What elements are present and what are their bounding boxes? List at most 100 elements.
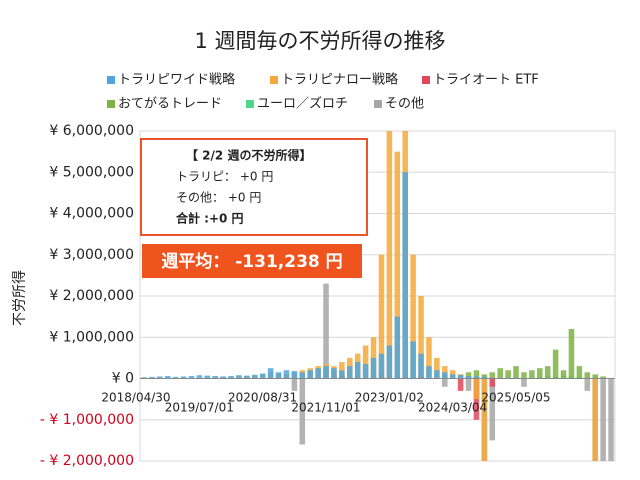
bar — [259, 373, 266, 379]
y-tick-label: ¥ 2,000,000 — [49, 288, 134, 304]
bar — [378, 254, 385, 379]
legend-swatch — [270, 76, 278, 84]
bar — [299, 378, 306, 445]
bar — [410, 254, 416, 379]
bar — [386, 345, 393, 379]
bar — [584, 372, 591, 379]
bar — [331, 368, 337, 379]
bar — [244, 375, 250, 379]
legend-swatch — [107, 100, 115, 108]
legend-swatch — [107, 76, 115, 84]
x-tick-label: 2018/04/30 — [101, 391, 170, 405]
y-tick-label: ¥ 3,000,000 — [49, 247, 134, 263]
bar — [489, 372, 496, 379]
x-tick-label: 2023/01/02 — [355, 391, 424, 405]
bar — [402, 172, 408, 379]
bar — [442, 378, 448, 387]
bar — [172, 376, 179, 379]
bar — [347, 366, 353, 379]
bar — [291, 378, 298, 391]
legend-label: トラリピナロー戦略 — [281, 72, 398, 88]
bar — [283, 370, 290, 379]
info-box-frame — [140, 138, 368, 236]
legend-label: おてがるトレード — [118, 97, 222, 112]
info-line: トラリピ： +0 円 — [176, 170, 273, 184]
info-total: 合計 :+0 円 — [176, 211, 244, 226]
bar — [449, 374, 456, 379]
bar — [212, 376, 218, 379]
bar — [552, 349, 559, 379]
bar — [362, 345, 369, 379]
bar — [180, 376, 187, 379]
bar — [481, 378, 488, 461]
bar — [426, 366, 432, 379]
bar — [442, 372, 448, 379]
x-tick-label: 2025/05/05 — [481, 391, 550, 405]
bar — [473, 376, 480, 379]
bar — [560, 370, 567, 379]
x-tick-label: 2019/07/01 — [165, 401, 234, 415]
bar — [394, 316, 401, 379]
bar — [370, 357, 377, 379]
bar — [307, 370, 313, 379]
bar — [465, 376, 472, 379]
average-box — [142, 244, 362, 278]
bar — [188, 376, 195, 379]
bar — [149, 376, 155, 379]
bar — [418, 296, 424, 379]
chart-title: 1 週間毎の不労所得の推移 — [194, 29, 445, 53]
legend-label: トライオート ETF — [433, 73, 539, 88]
bar — [608, 378, 614, 461]
bar — [252, 374, 258, 379]
bar — [141, 377, 147, 379]
info-box: 【 2/2 週の不労所得】 トラリピ： +0 円 その他： +0 円 合計 :+… — [140, 138, 368, 236]
bar — [544, 366, 551, 379]
bar — [505, 370, 511, 379]
y-tick-label: ¥ 4,000,000 — [49, 206, 134, 222]
x-tick-label: 2021/11/01 — [291, 401, 360, 415]
bar — [164, 376, 171, 379]
bar — [378, 353, 385, 379]
bar — [481, 374, 488, 379]
legend-label: その他 — [385, 97, 424, 112]
info-title: 【 2/2 週の不労所得】 — [186, 148, 311, 163]
bar — [236, 375, 242, 379]
bar — [497, 368, 503, 379]
bar — [600, 378, 606, 461]
bar — [489, 378, 496, 387]
legend-swatch — [422, 76, 430, 84]
bar — [418, 353, 424, 379]
x-tick-label: 2020/08/31 — [228, 391, 297, 405]
bar — [529, 370, 535, 379]
bar — [196, 375, 203, 379]
x-tick-label: 2024/03/04 — [418, 401, 487, 415]
bar — [204, 375, 211, 379]
bar — [465, 378, 472, 391]
bar — [537, 368, 543, 379]
bar — [465, 372, 472, 379]
y-tick-label: - ¥ 1,000,000 — [40, 412, 134, 428]
bar — [592, 374, 598, 379]
legend-label: トラリピワイド戦略 — [118, 72, 235, 88]
average-label: 週平均： -131,238 円 — [161, 251, 342, 272]
y-tick-label: ¥ 5,000,000 — [49, 164, 134, 180]
legend-swatch — [374, 100, 382, 108]
bar — [267, 368, 274, 379]
bar — [457, 375, 464, 379]
bar — [521, 378, 527, 387]
bar — [228, 376, 234, 379]
bar — [386, 131, 393, 379]
bar — [291, 371, 298, 379]
y-tick-label: ¥ 0 — [112, 371, 134, 387]
bar — [592, 378, 598, 461]
bar — [275, 372, 282, 379]
bar — [315, 368, 321, 379]
bar — [220, 376, 226, 379]
bar — [354, 362, 361, 379]
bar — [489, 378, 496, 441]
bar — [157, 376, 163, 379]
y-axis-label: 不労所得 — [11, 270, 28, 326]
info-line: その他： +0 円 — [176, 191, 261, 205]
bar — [568, 329, 575, 379]
